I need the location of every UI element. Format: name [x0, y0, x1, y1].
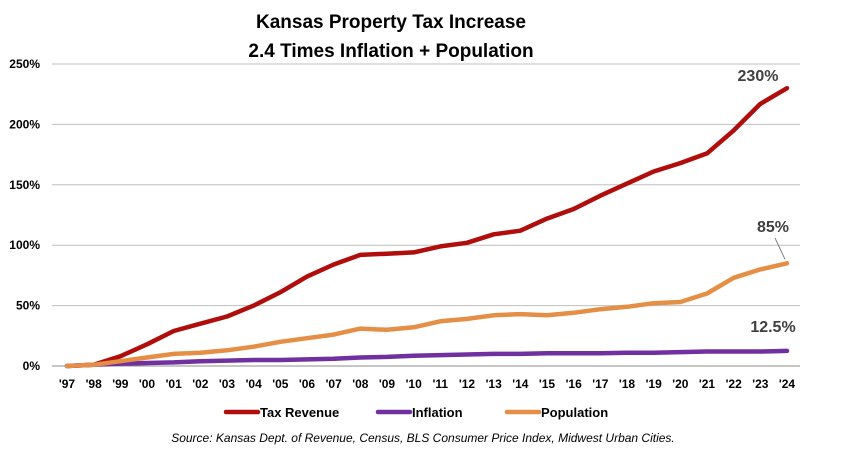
x-tick-label: '00 — [139, 377, 156, 391]
chart-title-line1: Kansas Property Tax Increase — [256, 12, 526, 33]
y-tick-label: 200% — [9, 117, 40, 131]
series-line-population — [64, 261, 790, 369]
x-axis-ticks: '97 '98 '99 '00 '01 '02 '03 '04 '05 '06 '07 '08 '09 '… — [59, 377, 796, 391]
x-tick-label: '11 — [433, 377, 449, 391]
x-tick-label: '19 — [646, 377, 663, 391]
legend: Tax Revenue Inflation Population — [223, 405, 608, 420]
x-tick-label: '07 — [326, 377, 343, 391]
x-tick-label: '17 — [592, 377, 609, 391]
end-label-tax-revenue: 230% — [738, 68, 779, 85]
y-tick-label: 250% — [9, 57, 40, 71]
x-tick-label: '06 — [299, 377, 316, 391]
x-tick-label: '18 — [619, 377, 636, 391]
x-tick-label: '23 — [752, 377, 769, 391]
y-tick-label: 150% — [9, 178, 40, 192]
end-labels: 230% 12.5% 85% — [738, 68, 796, 336]
x-tick-label: '05 — [272, 377, 289, 391]
x-tick-label: '09 — [379, 377, 396, 391]
x-tick-label: '16 — [566, 377, 583, 391]
y-tick-label: 100% — [9, 238, 40, 252]
gridlines — [52, 63, 800, 307]
legend-label-tax-revenue: Tax Revenue — [260, 405, 339, 420]
series-line-inflation — [64, 348, 790, 369]
x-tick-label: '02 — [192, 377, 209, 391]
x-tick-label: '24 — [779, 377, 796, 391]
source-note: Source: Kansas Dept. of Revenue, Census,… — [171, 431, 675, 445]
x-tick-label: '14 — [512, 377, 529, 391]
x-tick-label: '01 — [166, 377, 183, 391]
x-tick-label: '97 — [59, 377, 76, 391]
x-tick-label: '10 — [406, 377, 423, 391]
y-tick-label: 50% — [16, 299, 40, 313]
x-tick-label: '03 — [219, 377, 236, 391]
x-tick-label: '12 — [459, 377, 476, 391]
y-tick-label: 0% — [23, 359, 41, 373]
series-line-tax-revenue — [64, 85, 790, 369]
x-tick-label: '15 — [539, 377, 556, 391]
series-lines — [64, 85, 790, 369]
population-label-leader — [774, 237, 786, 260]
x-tick-label: '04 — [246, 377, 263, 391]
x-tick-label: '21 — [699, 377, 716, 391]
legend-label-inflation: Inflation — [412, 405, 463, 420]
y-axis-ticks: 0% 50% 100% 150% 200% 250% — [9, 57, 40, 373]
end-label-population: 85% — [757, 219, 789, 236]
x-tick-label: '20 — [672, 377, 689, 391]
chart-title-line2: 2.4 Times Inflation + Population — [248, 41, 533, 62]
x-tick-label: '99 — [112, 377, 129, 391]
end-label-inflation: 12.5% — [750, 319, 795, 336]
x-tick-label: '98 — [86, 377, 103, 391]
x-tick-label: '13 — [486, 377, 503, 391]
x-tick-label: '22 — [726, 377, 743, 391]
legend-label-population: Population — [541, 405, 608, 420]
x-tick-label: '08 — [352, 377, 369, 391]
